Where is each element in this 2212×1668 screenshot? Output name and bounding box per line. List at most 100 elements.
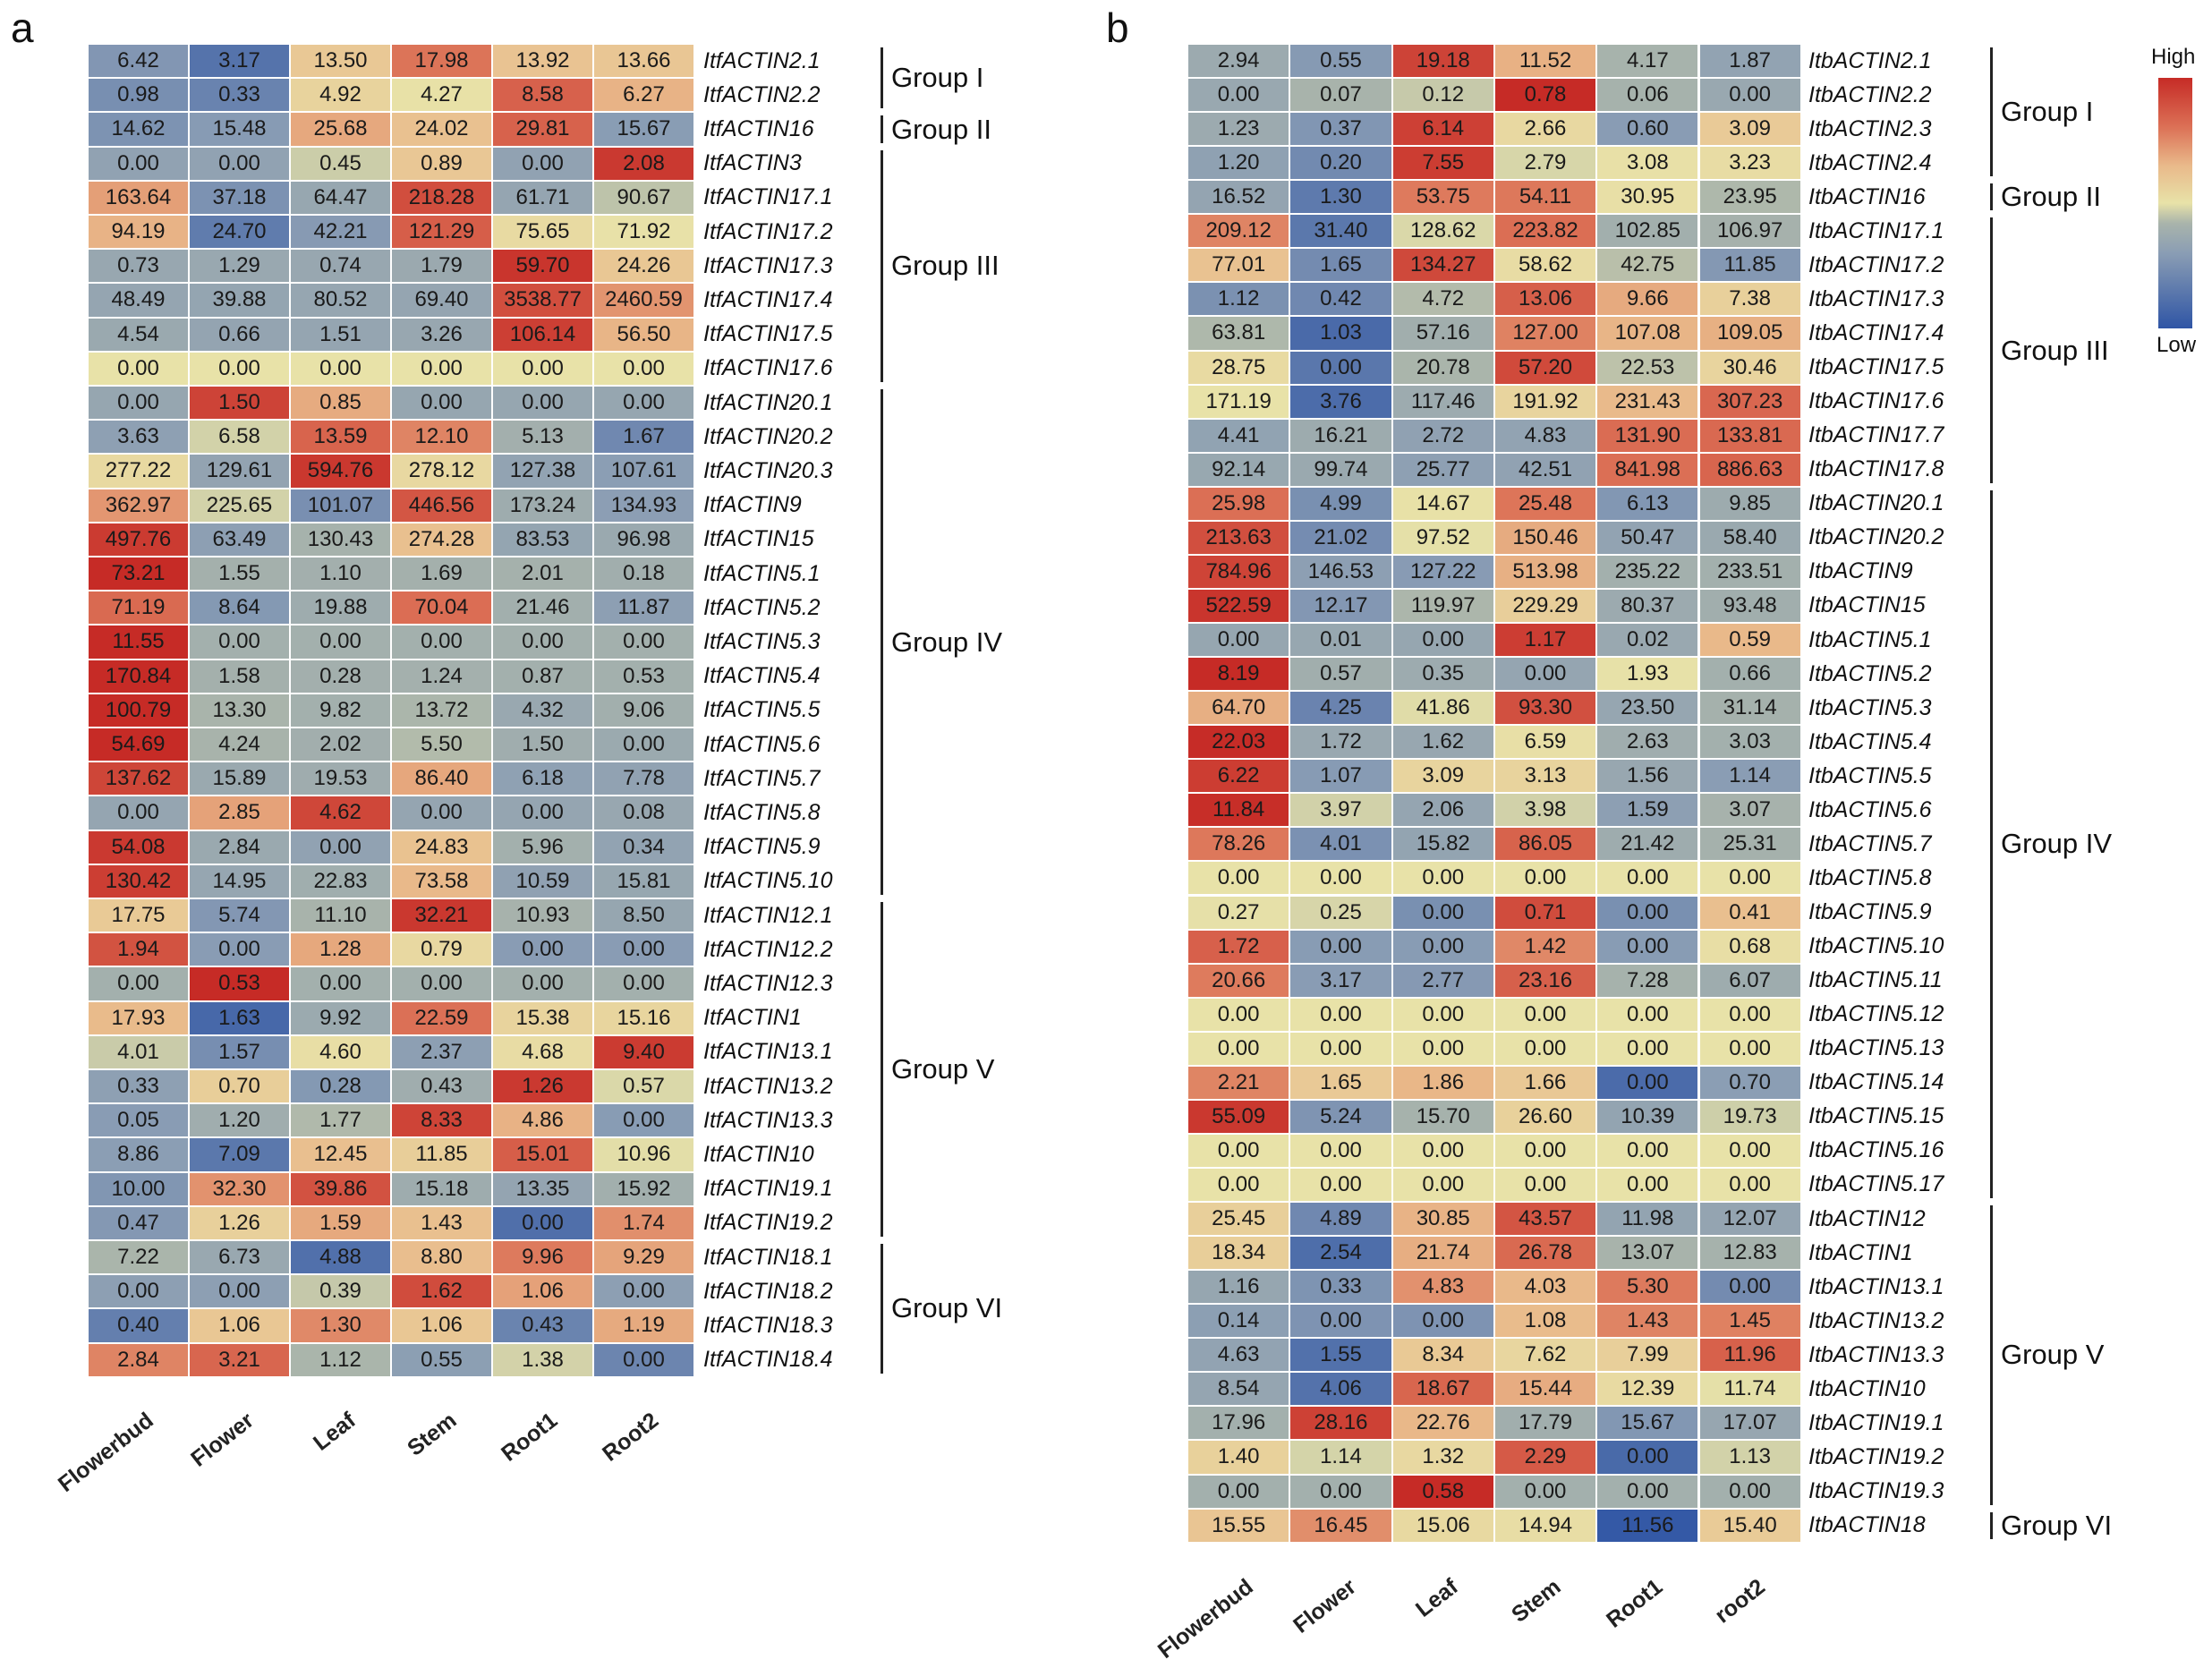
heatmap-cell: 77.01 [1187,248,1290,283]
heatmap-cell: 133.81 [1698,418,1801,453]
heatmap-cell: 1.08 [1493,1304,1597,1339]
heatmap-cell: 109.05 [1698,316,1801,351]
gene-label: ItfACTIN18.4 [703,1347,833,1373]
heatmap-cell: 119.97 [1391,588,1494,623]
heatmap-cell: 12.07 [1698,1202,1801,1237]
heatmap-cell: 1.94 [88,932,189,967]
gene-label: ItfACTIN12.1 [703,902,833,928]
heatmap-cell: 0.00 [593,1342,694,1377]
heatmap-cell: 11.84 [1187,793,1290,828]
heatmap-cell: 6.58 [189,420,290,455]
heatmap-cell: 19.88 [290,591,391,626]
heatmap-cell: 0.85 [290,386,391,421]
heatmap-cell: 3.17 [189,44,290,79]
heatmap-cell: 173.24 [492,488,593,523]
heatmap-cell: 2.84 [189,830,290,864]
heatmap-cell: 0.89 [391,146,492,181]
heatmap-cell: 1.67 [593,420,694,455]
heatmap-cell: 0.00 [593,966,694,1001]
column-label: root2 [1710,1574,1770,1629]
heatmap-cell: 107.61 [593,454,694,489]
heatmap-cell: 225.65 [189,488,290,523]
heatmap-cell: 7.62 [1493,1338,1597,1373]
heatmap-cell: 4.03 [1493,1270,1597,1305]
heatmap-cell: 129.61 [189,454,290,489]
heatmap-cell: 14.94 [1493,1508,1597,1543]
heatmap-cell: 25.48 [1493,486,1597,521]
gene-label: ItbACTIN5.10 [1808,933,1944,959]
heatmap-cell: 12.83 [1698,1236,1801,1271]
heatmap-cell: 0.00 [1391,1304,1494,1339]
heatmap-cell: 4.83 [1391,1270,1494,1305]
heatmap-cell: 0.00 [1596,929,1699,964]
group-label: Group I [891,62,984,94]
gene-label: ItfACTIN2.1 [703,47,821,73]
gene-label: ItfACTIN5.1 [703,560,821,586]
heatmap-cell: 2.79 [1493,146,1597,181]
heatmap-cell: 1.07 [1289,759,1392,794]
heatmap-cell: 4.17 [1596,44,1699,79]
heatmap-cell: 9.29 [593,1240,694,1275]
heatmap-cell: 13.66 [593,44,694,79]
heatmap-cell: 2.08 [593,146,694,181]
gene-label: ItfACTIN5.3 [703,628,821,654]
group-label: Group III [891,250,1000,282]
heatmap-cell: 307.23 [1698,384,1801,419]
heatmap-cell: 0.00 [1187,1133,1290,1168]
heatmap-cell: 17.75 [88,898,189,933]
heatmap-cell: 4.06 [1289,1372,1392,1407]
heatmap-cell: 2.02 [290,728,391,762]
heatmap-cell: 6.73 [189,1240,290,1275]
heatmap-cell: 0.00 [1289,1167,1392,1203]
heatmap-cell: 42.75 [1596,248,1699,283]
heatmap-cell: 14.95 [189,864,290,898]
heatmap-cell: 0.00 [391,625,492,660]
gene-label: ItbACTIN17.8 [1808,456,1944,482]
heatmap-cell: 1.50 [189,386,290,421]
heatmap-cell: 50.47 [1596,520,1699,555]
heatmap-cell: 7.99 [1596,1338,1699,1373]
heatmap-cell: 37.18 [189,180,290,215]
heatmap-cell: 26.60 [1493,1099,1597,1134]
heatmap-cell: 24.26 [593,249,694,284]
gene-label: ItfACTIN5.9 [703,834,821,860]
heatmap-cell: 107.08 [1596,316,1699,351]
heatmap-cell: 41.86 [1391,691,1494,726]
heatmap-cell: 131.90 [1596,418,1699,453]
heatmap-cell: 278.12 [391,454,492,489]
heatmap-cell: 1.69 [391,557,492,591]
color-scale-legend [2158,78,2192,328]
heatmap-cell: 1.50 [492,728,593,762]
heatmap-cell: 150.46 [1493,520,1597,555]
group-bracket [881,1244,883,1374]
heatmap-cell: 3.09 [1698,112,1801,147]
heatmap-cell: 3.26 [391,317,492,352]
heatmap-cell: 8.80 [391,1240,492,1275]
heatmap-cell: 0.00 [391,386,492,421]
heatmap-cell: 56.50 [593,317,694,352]
heatmap-cell: 229.29 [1493,588,1597,623]
heatmap-cell: 0.79 [391,932,492,967]
heatmap-cell: 134.93 [593,488,694,523]
heatmap-cell: 0.00 [1596,1440,1699,1475]
heatmap-cell: 1.63 [189,1000,290,1035]
heatmap-cell: 4.63 [1187,1338,1290,1373]
heatmap-cell: 75.65 [492,215,593,250]
heatmap-cell: 106.97 [1698,214,1801,249]
heatmap-cell: 6.14 [1391,112,1494,147]
heatmap-cell: 0.45 [290,146,391,181]
heatmap-cell: 11.74 [1698,1372,1801,1407]
heatmap-cell: 1.72 [1187,929,1290,964]
heatmap-cell: 0.00 [88,351,189,386]
heatmap-cell: 0.00 [1391,1031,1494,1066]
group-bracket [1990,217,1993,483]
heatmap-cell: 0.00 [1187,1031,1290,1066]
heatmap-cell: 42.51 [1493,452,1597,487]
heatmap-cell: 15.44 [1493,1372,1597,1407]
heatmap-cell: 362.97 [88,488,189,523]
heatmap-cell: 3.08 [1596,146,1699,181]
heatmap-cell: 42.21 [290,215,391,250]
heatmap-cell: 513.98 [1493,554,1597,589]
heatmap-cell: 15.81 [593,864,694,898]
legend-high-label: High [2151,45,2196,69]
